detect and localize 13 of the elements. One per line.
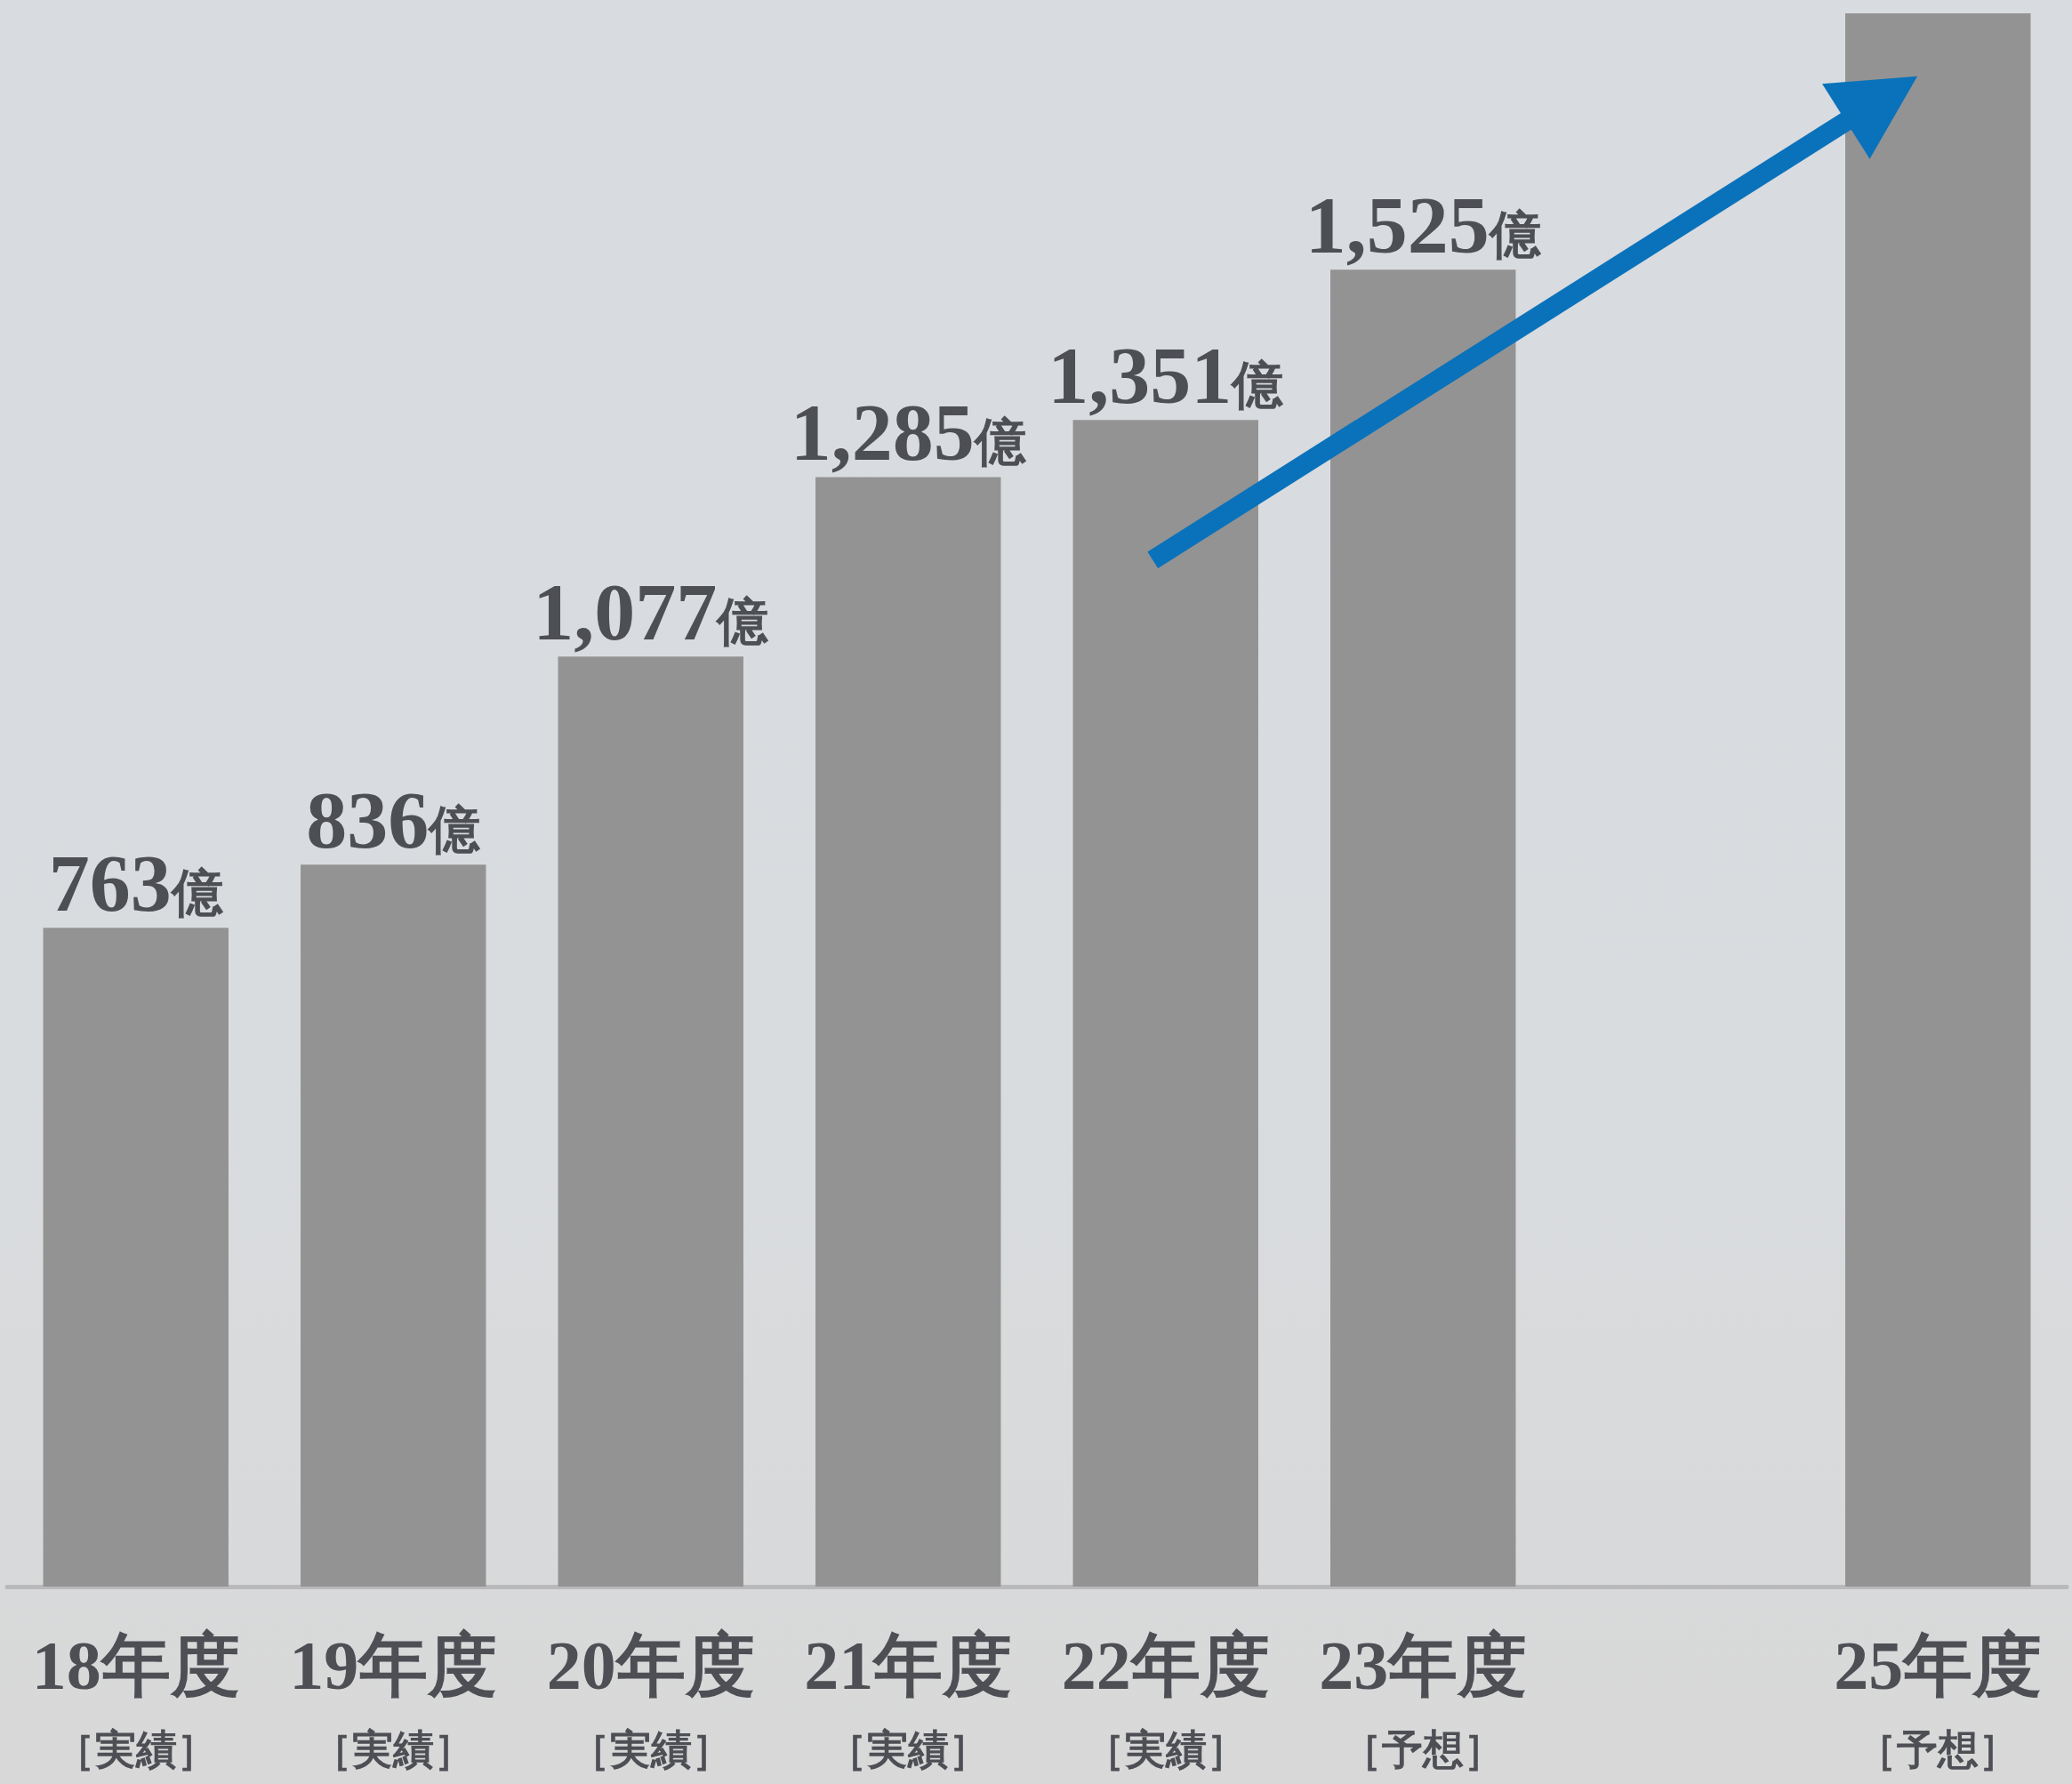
data-label: 1,351億 [1048, 330, 1285, 422]
x-tick-label: 19年度［実績］ [289, 1626, 498, 1772]
data-label: 1,525億 [1305, 180, 1542, 271]
data-label: 836億 [306, 775, 482, 866]
data-label: 1,285億 [790, 387, 1027, 478]
x-tick-label: 25年度［予想］ [1834, 1626, 2043, 1772]
x-tick-label: 21年度［実績］ [804, 1626, 1013, 1772]
data-label: 1,077億 [533, 567, 770, 658]
data-label: 763億 [48, 838, 224, 929]
x-tick-label: 22年度［実績］ [1061, 1626, 1270, 1772]
x-tick-label: 18年度［実績］ [31, 1626, 240, 1772]
x-tick-label: 23年度［予想］ [1319, 1626, 1528, 1772]
x-tick-label: 20年度［実績］ [546, 1626, 755, 1772]
